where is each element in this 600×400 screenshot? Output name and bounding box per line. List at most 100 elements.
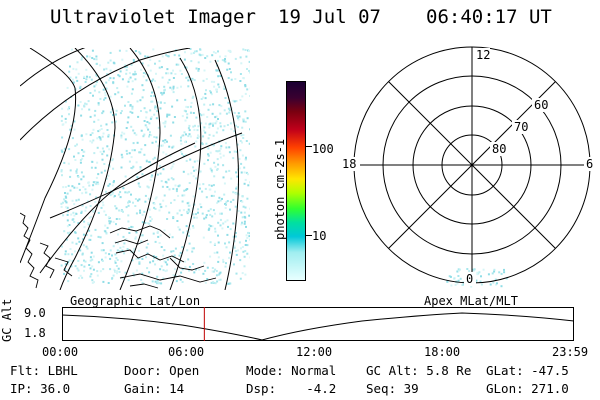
emission-pixel [209,103,212,106]
emission-pixel [244,49,247,51]
emission-pixel [94,166,97,169]
emission-pixel [123,132,126,135]
emission-pixel [152,255,155,258]
emission-pixel [85,206,88,209]
emission-pixel [229,208,231,211]
emission-pixel [151,218,153,221]
emission-pixel [71,241,74,244]
emission-pixel [193,50,196,53]
emission-pixel [217,118,219,120]
emission-pixel [209,241,212,244]
emission-pixel [449,275,452,278]
emission-pixel [182,170,185,173]
emission-pixel [213,85,216,88]
emission-pixel [147,186,150,189]
emission-pixel [90,234,93,237]
emission-pixel [214,52,217,54]
emission-pixel [167,178,170,181]
emission-pixel [214,230,217,233]
emission-pixel [245,55,248,58]
emission-pixel [145,126,148,129]
emission-pixel [163,249,166,252]
emission-pixel [217,273,220,276]
emission-pixel [155,72,157,75]
emission-pixel [156,101,159,104]
emission-pixel [205,142,208,145]
emission-pixel [180,85,182,88]
emission-pixel [137,115,140,118]
emission-pixel [219,75,222,77]
emission-pixel [457,279,460,282]
emission-pixel [81,238,84,241]
emission-pixel [476,271,479,274]
emission-pixel [166,113,169,116]
emission-pixel [186,249,189,252]
emission-pixel [69,169,72,172]
emission-pixel [126,85,129,88]
emission-pixel [462,280,465,283]
emission-pixel [186,212,189,215]
emission-pixel [103,98,105,101]
emission-pixel [204,57,207,59]
emission-pixel [109,69,112,72]
emission-pixel [96,274,99,277]
emission-pixel [189,135,192,138]
emission-pixel [190,60,193,63]
emission-pixel [154,107,157,110]
emission-pixel [207,228,210,231]
emission-pixel [181,134,183,137]
emission-pixel [94,181,97,184]
emission-pixel [230,177,233,180]
emission-pixel [203,261,206,264]
emission-pixel [171,105,174,108]
emission-pixel [503,271,506,274]
emission-pixel [66,206,69,209]
emission-pixel [156,230,159,233]
emission-pixel [197,134,199,137]
emission-pixel [241,95,244,98]
emission-pixel [211,270,214,273]
emission-pixel [213,244,216,246]
emission-pixel [109,220,112,223]
emission-pixel [209,167,212,170]
orbit-xtick-0: 00:00 [42,345,79,359]
emission-pixel [238,241,241,244]
emission-pixel [87,222,90,225]
emission-pixel [233,263,235,266]
emission-pixel [115,257,118,260]
emission-pixel [130,167,133,169]
emission-pixel [180,142,183,145]
emission-pixel [137,257,140,260]
emission-pixel [122,235,125,238]
emission-pixel [198,171,201,174]
emission-pixel [248,69,250,72]
emission-pixel [217,83,220,86]
emission-pixel [197,61,200,64]
emission-pixel [248,60,250,63]
emission-pixel [99,137,102,140]
emission-pixel [177,194,180,197]
emission-pixel [220,145,223,148]
emission-pixel [101,112,104,115]
emission-pixel [500,285,503,288]
emission-pixel [61,150,64,153]
emission-pixel [503,268,505,271]
emission-pixel [125,149,128,152]
emission-pixel [163,88,166,91]
mode-info: Mode: Normal [246,363,337,378]
emission-pixel [112,245,115,248]
emission-pixel [119,70,122,73]
emission-pixel [219,112,222,115]
emission-pixel [60,170,63,173]
emission-pixel [203,103,206,106]
emission-pixel [246,68,248,70]
emission-pixel [144,221,147,224]
emission-pixel [248,49,250,52]
emission-pixel [69,128,72,131]
emission-pixel [114,120,117,123]
emission-pixel [149,219,152,222]
emission-pixel [204,269,207,272]
emission-pixel [108,222,111,225]
emission-pixel [71,185,74,188]
emission-pixel [144,194,147,197]
